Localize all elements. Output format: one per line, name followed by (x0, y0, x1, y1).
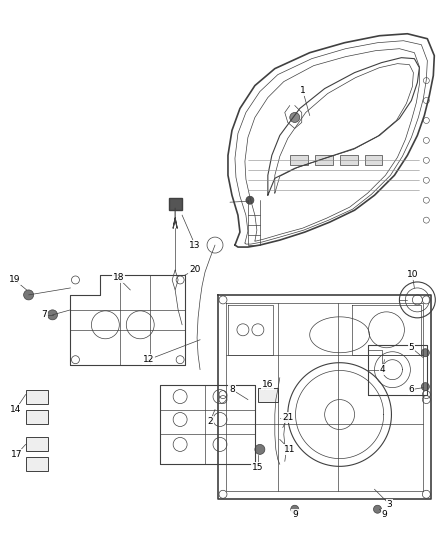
Circle shape (246, 196, 254, 204)
Text: 13: 13 (189, 240, 201, 249)
Text: 19: 19 (9, 276, 21, 285)
Text: 15: 15 (252, 463, 264, 472)
Text: 8: 8 (229, 385, 235, 394)
Circle shape (255, 445, 265, 455)
FancyBboxPatch shape (339, 155, 357, 165)
FancyBboxPatch shape (258, 387, 278, 401)
Circle shape (290, 112, 300, 123)
Text: 5: 5 (409, 343, 414, 352)
Text: 14: 14 (10, 405, 21, 414)
Text: 16: 16 (262, 380, 274, 389)
Text: 6: 6 (409, 385, 414, 394)
Text: 12: 12 (142, 355, 154, 364)
Circle shape (374, 505, 381, 513)
Text: 11: 11 (284, 445, 296, 454)
Circle shape (421, 349, 429, 357)
Text: 21: 21 (282, 413, 293, 422)
Text: 9: 9 (292, 510, 298, 519)
FancyBboxPatch shape (364, 155, 382, 165)
Text: 18: 18 (113, 273, 124, 282)
Text: 1: 1 (300, 86, 306, 95)
Text: 2: 2 (207, 417, 213, 426)
Text: 4: 4 (380, 365, 385, 374)
FancyBboxPatch shape (25, 457, 48, 471)
Circle shape (24, 290, 34, 300)
FancyBboxPatch shape (25, 438, 48, 451)
Text: 20: 20 (189, 265, 201, 274)
Text: 17: 17 (11, 450, 22, 459)
Circle shape (421, 383, 429, 391)
Text: 10: 10 (406, 270, 418, 279)
Circle shape (291, 505, 299, 513)
FancyBboxPatch shape (25, 409, 48, 424)
Text: 7: 7 (42, 310, 47, 319)
FancyBboxPatch shape (25, 390, 48, 403)
FancyBboxPatch shape (169, 198, 182, 210)
FancyBboxPatch shape (290, 155, 308, 165)
FancyBboxPatch shape (314, 155, 332, 165)
Circle shape (48, 310, 57, 320)
Text: 3: 3 (387, 500, 392, 508)
Text: 9: 9 (381, 510, 387, 519)
